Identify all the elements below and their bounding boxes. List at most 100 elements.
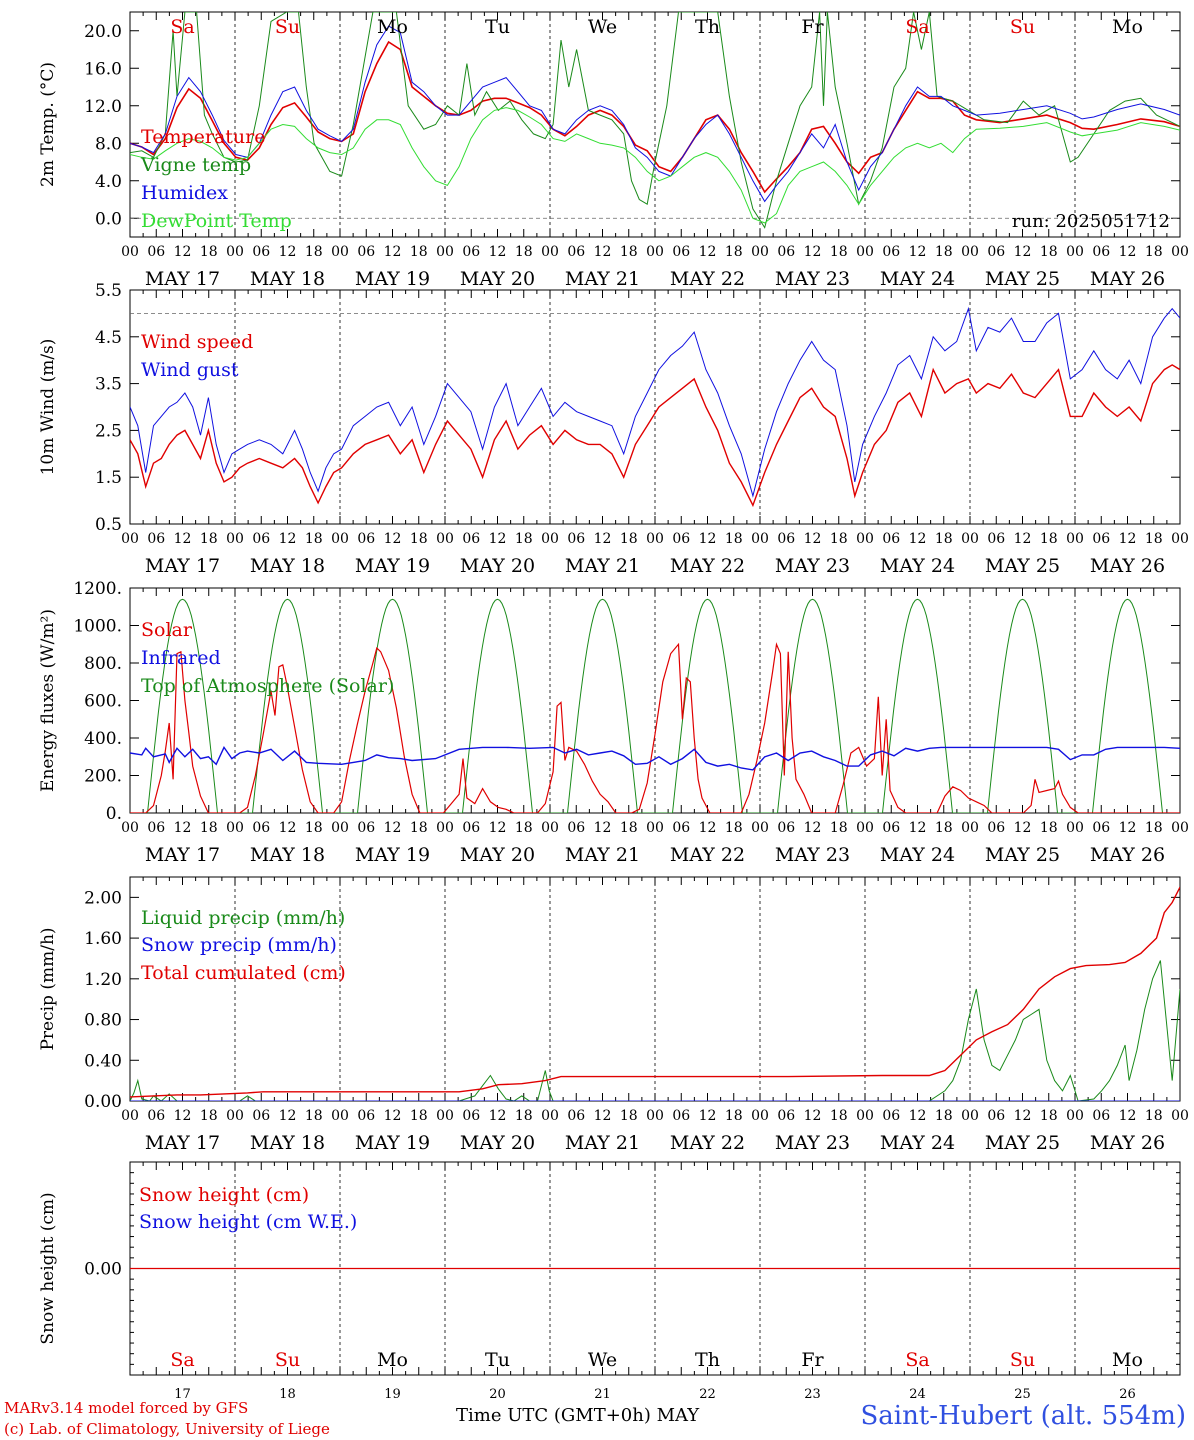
hour-tick-label: 18 xyxy=(620,244,638,260)
hour-tick-label: 18 xyxy=(305,820,323,836)
panel-3: 0. 200. 400. 600. 800. 1000. 1200. Energy fluxe… xyxy=(38,579,1189,866)
hour-tick-label: 06 xyxy=(147,1108,165,1124)
hour-tick-label: 06 xyxy=(462,820,480,836)
y-axis-label: Energy fluxes (W/m²) xyxy=(38,609,58,792)
y-tick-label: 200. xyxy=(84,767,122,787)
day-label: MAY 26 xyxy=(1090,555,1165,577)
hour-tick-label: 12 xyxy=(1014,244,1032,260)
day-number-label: 17 xyxy=(174,1387,191,1402)
hour-tick-label: 06 xyxy=(882,1108,900,1124)
legend-entry: Snow height (cm) xyxy=(139,1184,309,1206)
day-label: MAY 17 xyxy=(145,1132,220,1154)
day-label: MAY 20 xyxy=(460,268,535,290)
hour-tick-label: 12 xyxy=(1119,244,1137,260)
hour-tick-label: 06 xyxy=(672,244,690,260)
hour-tick-label: 12 xyxy=(384,531,402,547)
day-label: MAY 21 xyxy=(565,268,640,290)
hour-tick-label: 12 xyxy=(489,820,507,836)
y-tick-label: 400. xyxy=(84,729,122,749)
hour-tick-label: 12 xyxy=(1014,820,1032,836)
hour-tick-label: 00 xyxy=(436,244,454,260)
hour-tick-label: 06 xyxy=(672,531,690,547)
day-label: MAY 20 xyxy=(460,1132,535,1154)
hour-tick-label: 06 xyxy=(882,820,900,836)
hour-tick-label: 12 xyxy=(174,1108,192,1124)
day-label: MAY 19 xyxy=(355,1132,430,1154)
y-tick-label: 800. xyxy=(84,654,122,674)
series-line-infrared xyxy=(130,746,1180,771)
hour-tick-label: 18 xyxy=(620,1108,638,1124)
weekday-label: Mo xyxy=(377,1349,408,1371)
weekday-label: Fr xyxy=(801,16,824,38)
y-tick-label: 2.5 xyxy=(95,421,122,441)
footer-model: MARv3.14 model forced by GFS xyxy=(4,1399,249,1417)
weekday-label: We xyxy=(588,16,617,38)
hour-tick-label: 06 xyxy=(1092,244,1110,260)
day-label: MAY 21 xyxy=(565,844,640,866)
day-number-label: 22 xyxy=(699,1387,716,1402)
day-label: MAY 20 xyxy=(460,844,535,866)
hour-tick-label: 18 xyxy=(515,531,533,547)
hour-tick-label: 12 xyxy=(384,244,402,260)
hour-tick-label: 18 xyxy=(830,244,848,260)
legend-entry: Wind speed xyxy=(141,331,253,353)
hour-tick-label: 18 xyxy=(830,1108,848,1124)
day-label: MAY 25 xyxy=(985,555,1060,577)
y-tick-label: 3.5 xyxy=(95,375,122,395)
legend-entry: Total cumulated (cm) xyxy=(141,962,346,984)
hour-tick-label: 00 xyxy=(331,1108,349,1124)
hour-tick-label: 00 xyxy=(1066,1108,1084,1124)
hour-tick-label: 00 xyxy=(1066,820,1084,836)
hour-tick-label: 12 xyxy=(489,1108,507,1124)
hour-tick-label: 12 xyxy=(594,244,612,260)
hour-tick-label: 06 xyxy=(357,820,375,836)
day-label: MAY 18 xyxy=(250,1132,325,1154)
y-tick-label: 1.5 xyxy=(95,468,122,488)
y-tick-label: 1.60 xyxy=(84,929,122,949)
y-tick-label: 12.0 xyxy=(84,97,122,117)
hour-tick-label: 18 xyxy=(725,244,743,260)
day-number-label: 19 xyxy=(384,1387,401,1402)
hour-tick-label: 00 xyxy=(541,820,559,836)
hour-tick-label: 18 xyxy=(620,820,638,836)
y-tick-label: 4.5 xyxy=(95,328,122,348)
weekday-label: Sa xyxy=(170,1349,194,1371)
time-axis-month: MAY xyxy=(656,1405,700,1426)
hour-tick-label: 06 xyxy=(1092,531,1110,547)
hour-tick-label: 18 xyxy=(410,1108,428,1124)
hour-tick-label: 00 xyxy=(751,244,769,260)
hour-tick-label: 06 xyxy=(567,1108,585,1124)
y-axis-label: Snow height (cm) xyxy=(38,1192,58,1344)
hour-tick-label: 06 xyxy=(567,820,585,836)
toa-solar-line xyxy=(130,598,1180,813)
hour-tick-label: 18 xyxy=(410,531,428,547)
station-name: Saint-Hubert (alt. 554m) xyxy=(860,1401,1186,1431)
hour-tick-label: 06 xyxy=(357,1108,375,1124)
hour-tick-label: 00 xyxy=(751,531,769,547)
hour-tick-label: 00 xyxy=(541,531,559,547)
day-label: MAY 22 xyxy=(670,555,745,577)
hour-tick-label: 12 xyxy=(174,244,192,260)
hour-tick-label: 18 xyxy=(200,531,218,547)
hour-tick-label: 12 xyxy=(804,531,822,547)
weekday-label: Sa xyxy=(905,1349,929,1371)
day-number-label: 23 xyxy=(804,1387,821,1402)
y-axis-label: 2m Temp. (°C) xyxy=(38,62,58,187)
hour-tick-label: 00 xyxy=(1171,1108,1189,1124)
weekday-label: Fr xyxy=(801,1349,824,1371)
time-axis-label: Time UTC (GMT+0h) xyxy=(456,1405,651,1426)
hour-tick-label: 18 xyxy=(935,244,953,260)
hour-tick-label: 06 xyxy=(567,244,585,260)
hour-tick-label: 06 xyxy=(462,531,480,547)
hour-tick-label: 00 xyxy=(961,531,979,547)
hour-tick-label: 12 xyxy=(384,820,402,836)
hour-tick-label: 12 xyxy=(699,531,717,547)
y-tick-label: 0.40 xyxy=(84,1051,122,1071)
panel-frame xyxy=(129,587,1181,814)
hour-tick-label: 12 xyxy=(804,820,822,836)
hour-tick-label: 18 xyxy=(410,244,428,260)
hour-tick-label: 12 xyxy=(909,244,927,260)
hour-tick-label: 12 xyxy=(1119,1108,1137,1124)
hour-tick-label: 18 xyxy=(620,531,638,547)
